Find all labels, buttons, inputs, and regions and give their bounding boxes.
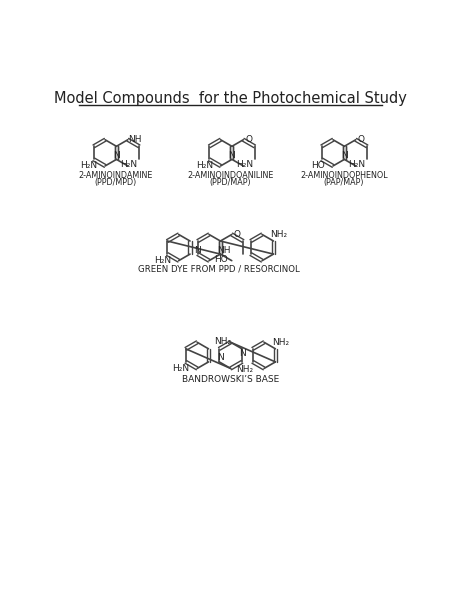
- Text: NH₂: NH₂: [272, 338, 289, 347]
- Text: (PPD/MAP): (PPD/MAP): [210, 178, 252, 187]
- Text: 2-AMINOINDOPHENOL: 2-AMINOINDOPHENOL: [300, 172, 387, 181]
- Text: O: O: [358, 135, 364, 144]
- Text: HO: HO: [214, 255, 228, 264]
- Text: BANDROWSKI’S BASE: BANDROWSKI’S BASE: [182, 376, 279, 385]
- Text: H₂N: H₂N: [80, 161, 97, 170]
- Text: H₂N: H₂N: [196, 161, 213, 170]
- Text: Model Compounds  for the Photochemical Study: Model Compounds for the Photochemical St…: [54, 91, 407, 106]
- Text: NH: NH: [128, 135, 141, 144]
- Text: H₂N: H₂N: [172, 364, 189, 373]
- Text: H₂N: H₂N: [154, 256, 171, 265]
- Text: H₂N: H₂N: [121, 160, 138, 169]
- Text: H₂N: H₂N: [236, 160, 253, 169]
- Text: N: N: [239, 349, 246, 358]
- Text: N: N: [217, 353, 224, 362]
- Text: NH: NH: [217, 246, 231, 255]
- Text: O: O: [245, 135, 252, 144]
- Text: N: N: [113, 151, 120, 160]
- Text: N: N: [341, 151, 348, 160]
- Text: HO: HO: [311, 161, 325, 170]
- Text: NH₂: NH₂: [270, 230, 287, 239]
- Text: (PAP/MAP): (PAP/MAP): [324, 178, 364, 187]
- Text: (PPD/MPD): (PPD/MPD): [94, 178, 136, 187]
- Text: N: N: [194, 246, 201, 255]
- Text: NH₂: NH₂: [215, 337, 232, 346]
- Text: N: N: [229, 151, 235, 160]
- Text: GREEN DYE FROM PPD / RESORCINOL: GREEN DYE FROM PPD / RESORCINOL: [138, 265, 300, 274]
- Text: 2-AMINOINDOANILINE: 2-AMINOINDOANILINE: [188, 172, 274, 181]
- Text: NH₂: NH₂: [236, 365, 253, 374]
- Text: H₂N: H₂N: [348, 160, 365, 169]
- Text: 2-AMINOINDAMINE: 2-AMINOINDAMINE: [78, 172, 152, 181]
- Text: O: O: [234, 230, 241, 239]
